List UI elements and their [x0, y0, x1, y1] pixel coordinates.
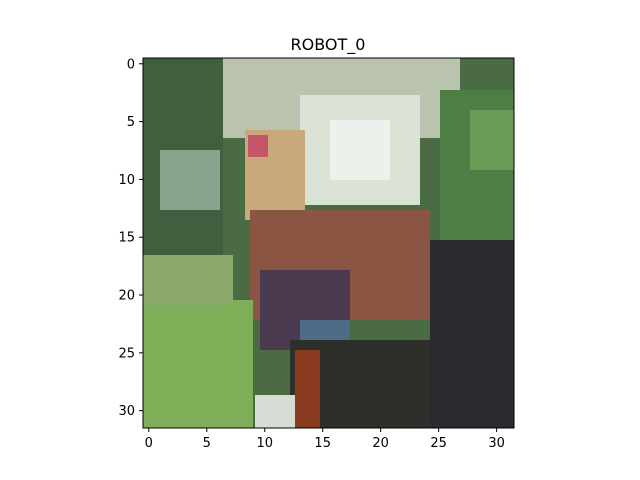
- image-region: [143, 300, 253, 428]
- y-axis: 0 5 10 15 20 25 30: [118, 57, 143, 419]
- image-region: [470, 110, 514, 170]
- image-region: [143, 255, 233, 305]
- y-tick-label: 15: [118, 231, 135, 246]
- y-tick-label: 20: [118, 289, 135, 304]
- y-tick-label: 30: [118, 404, 135, 419]
- y-tick-label: 0: [127, 57, 135, 72]
- image-region: [330, 120, 390, 180]
- x-tick-label: 0: [145, 436, 153, 451]
- y-tick-label: 25: [118, 346, 135, 361]
- image-region: [295, 350, 320, 428]
- x-tick-label: 5: [203, 436, 211, 451]
- x-tick-label: 10: [256, 436, 273, 451]
- image-region: [255, 395, 295, 428]
- x-tick-label: 15: [314, 436, 331, 451]
- y-tick-label: 5: [127, 115, 135, 130]
- x-tick-label: 20: [372, 436, 389, 451]
- image-region: [248, 135, 268, 157]
- image-region: [160, 150, 220, 210]
- x-tick-label: 25: [430, 436, 447, 451]
- y-tick-label: 10: [118, 173, 135, 188]
- chart-title: ROBOT_0: [291, 35, 366, 55]
- plot-frame: [142, 57, 515, 429]
- image-area: [143, 58, 514, 428]
- x-tick-label: 30: [488, 436, 505, 451]
- image-region: [430, 240, 514, 428]
- x-axis: 0 5 10 15 20 25 30: [145, 428, 505, 451]
